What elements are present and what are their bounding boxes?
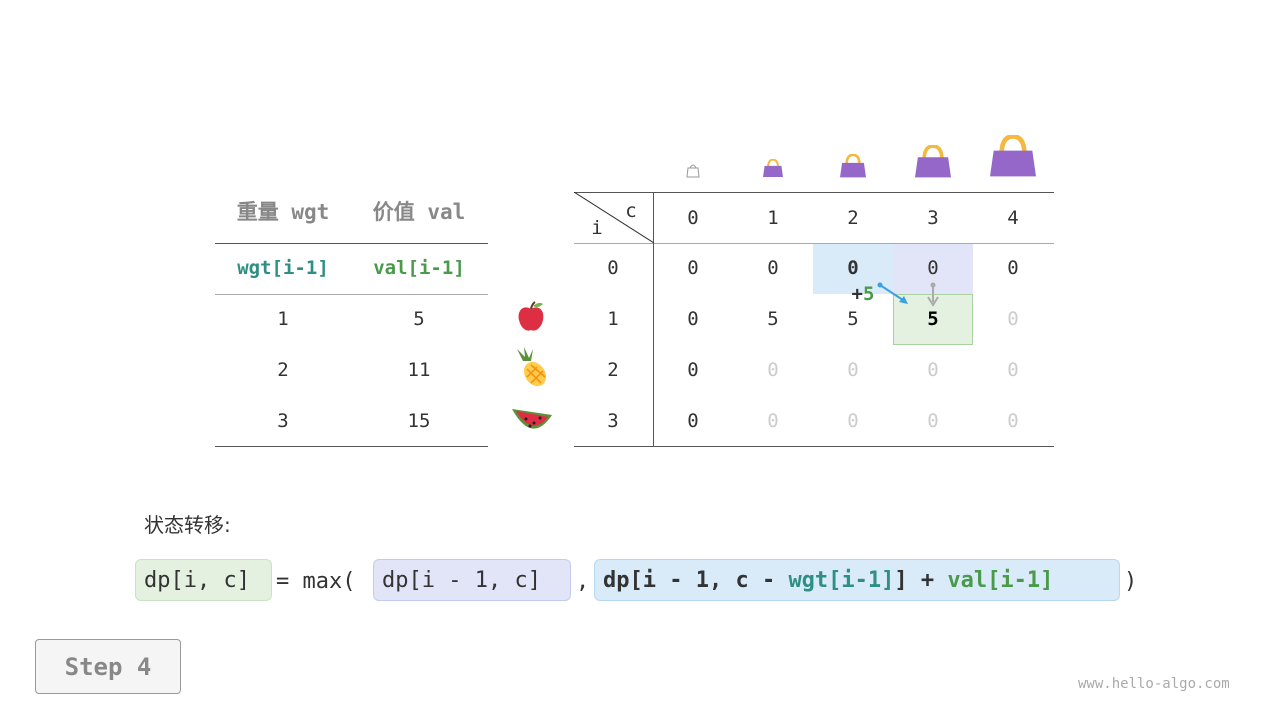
empty-bag-icon — [686, 164, 700, 178]
divider — [574, 192, 1054, 193]
dp-cell: 5 — [767, 308, 779, 330]
corner-c-label: c — [625, 200, 637, 222]
plus-annotation: +5 — [852, 283, 875, 305]
arg2-part: ] + — [894, 567, 948, 593]
row-header: 1 — [607, 308, 619, 330]
dp-cell: 0 — [927, 410, 939, 432]
divider — [574, 243, 1054, 244]
dp-cell: 0 — [847, 257, 859, 279]
subheader-val: val[i-1] — [373, 257, 465, 279]
dp-cell: 0 — [687, 308, 699, 330]
col-header: 4 — [1007, 207, 1019, 229]
bag-icon — [840, 153, 866, 178]
plus-sign: + — [851, 283, 863, 305]
subheader-wgt: wgt[i-1] — [237, 257, 329, 279]
corner-i-label: i — [591, 217, 603, 239]
row-header: 3 — [607, 410, 619, 432]
divider — [215, 446, 488, 447]
value-cell: 5 — [413, 308, 425, 330]
divider — [215, 294, 488, 295]
pineapple-icon — [517, 347, 547, 387]
divider — [574, 446, 1054, 447]
watermelon-icon — [512, 409, 552, 429]
weight-cell: 1 — [277, 308, 289, 330]
row-header: 0 — [607, 257, 619, 279]
col-header: 1 — [767, 207, 779, 229]
formula-arg1: dp[i - 1, c] — [373, 559, 571, 601]
dp-cell: 0 — [847, 410, 859, 432]
step-button[interactable]: Step 4 — [35, 639, 181, 694]
formula-comma: , — [576, 569, 590, 594]
dp-cell: 0 — [767, 410, 779, 432]
watermark: www.hello-algo.com — [1078, 676, 1230, 692]
dp-cell: 5 — [847, 308, 859, 330]
dp-cell: 0 — [927, 359, 939, 381]
header-weight: 重量 wgt — [236, 200, 330, 224]
formula-label: 状态转移: — [144, 513, 231, 537]
row-header: 2 — [607, 359, 619, 381]
dp-cell: 0 — [1007, 410, 1019, 432]
arg2-val: val[i-1] — [947, 567, 1054, 593]
dp-cell: 5 — [927, 308, 939, 330]
dp-cell: 0 — [1007, 257, 1019, 279]
dp-cell: 0 — [687, 359, 699, 381]
dp-cell: 0 — [687, 257, 699, 279]
weight-cell: 3 — [277, 410, 289, 432]
dp-cell: 0 — [1007, 308, 1019, 330]
arg2-part: dp[i - 1, c - — [603, 567, 789, 593]
col-header: 0 — [687, 207, 699, 229]
header-value: 价值 val — [372, 200, 466, 224]
dp-cell: 0 — [1007, 359, 1019, 381]
transition-arrows — [877, 282, 939, 307]
formula-arg2: dp[i - 1, c - wgt[i-1]] + val[i-1] — [594, 559, 1120, 601]
formula-eq: = max( — [276, 569, 356, 594]
arg2-wgt: wgt[i-1] — [788, 567, 895, 593]
formula-lhs: dp[i, c] — [135, 559, 272, 601]
value-cell: 11 — [407, 359, 431, 381]
bag-icon — [763, 159, 783, 178]
plus-value: 5 — [863, 283, 875, 305]
formula-close: ) — [1124, 569, 1138, 594]
apple-icon — [518, 301, 544, 331]
divider — [215, 243, 488, 244]
weight-cell: 2 — [277, 359, 289, 381]
dp-cell: 0 — [687, 410, 699, 432]
dp-cell: 0 — [767, 359, 779, 381]
dp-cell: 0 — [927, 257, 939, 279]
dp-cell: 0 — [767, 257, 779, 279]
value-cell: 15 — [407, 410, 431, 432]
dp-cell: 0 — [847, 359, 859, 381]
col-header: 3 — [927, 207, 939, 229]
col-header: 2 — [847, 207, 859, 229]
corner-diagonal — [574, 192, 654, 243]
bag-icon — [915, 144, 951, 177]
bag-icon — [990, 135, 1036, 177]
divider — [653, 192, 654, 446]
